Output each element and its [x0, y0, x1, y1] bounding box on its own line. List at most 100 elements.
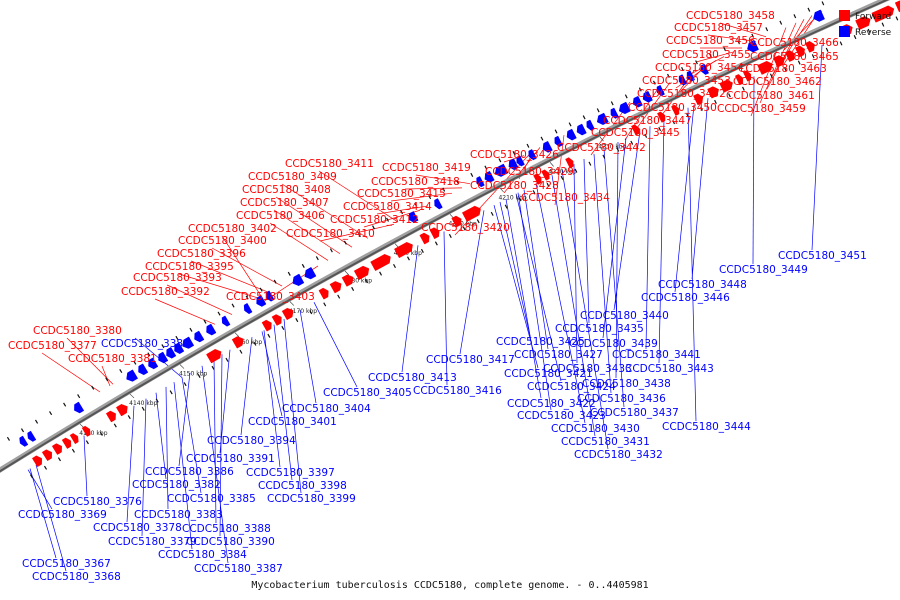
reverse-gene [484, 170, 495, 183]
minor-tick [169, 390, 173, 395]
leader-line [154, 298, 216, 325]
leader-line [376, 205, 429, 215]
leader-line [811, 44, 823, 251]
reverse-gene [243, 302, 253, 315]
gene-label: CCDC5180_3377 [8, 340, 97, 352]
minor-tick [765, 27, 769, 32]
forward-gene [231, 336, 244, 349]
gene-label: CCDC5180_3432 [574, 449, 663, 461]
minor-tick [666, 73, 670, 78]
reverse-gene [158, 351, 169, 364]
minor-tick [462, 226, 466, 231]
leader-line [273, 324, 293, 481]
gene-label: CCDC5180_3378 [93, 522, 182, 534]
minor-tick [414, 202, 418, 207]
leader-line [240, 337, 253, 436]
gene-label: CCDC5180_3437 [590, 407, 679, 419]
leader-line [517, 192, 552, 411]
gene-label: CCDC5180_3415 [357, 188, 446, 200]
minor-tick [77, 394, 81, 399]
leader-line [299, 309, 317, 404]
leader-line [29, 468, 57, 559]
reverse-gene [304, 266, 317, 280]
gene-label: CCDC5180_3421 [504, 368, 593, 380]
forward-gene [115, 404, 128, 417]
gene-label: CCDC5180_3400 [178, 235, 267, 247]
reverse-gene [642, 90, 653, 103]
gene-label: CCDC5180_3392 [121, 286, 210, 298]
gene-label: CCDC5180_3418 [371, 176, 460, 188]
reverse-gene [747, 40, 759, 53]
minor-tick [821, 1, 825, 6]
gene-label: CCDC5180_3450 [628, 102, 717, 114]
scale-tick-mark [344, 270, 350, 276]
leader-line [615, 142, 619, 379]
forward-gene [671, 104, 680, 116]
reverse-gene [27, 430, 37, 442]
scale-tick-mark [499, 187, 504, 193]
leader-line [535, 183, 586, 424]
gene-label: CCDC5180_3382 [132, 479, 221, 491]
reverse-gene [508, 158, 519, 171]
minor-tick [476, 219, 480, 224]
leader-line [66, 337, 114, 385]
minor-tick [624, 94, 628, 99]
minor-tick [737, 40, 741, 45]
gene-label: CCDC5180_3448 [658, 279, 747, 291]
minor-tick [287, 271, 291, 276]
gene-label: CCDC5180_3412 [330, 214, 419, 226]
leader-line [691, 98, 709, 280]
scale-tick-label: 4180 kbp [344, 277, 372, 284]
genome-backbone [0, 0, 891, 473]
minor-tick [323, 302, 327, 307]
reverse-gene [813, 9, 825, 22]
gene-label: CCDC5180_3442 [557, 142, 646, 154]
reverse-gene [516, 155, 525, 167]
gene-label: CCDC5180_3455 [662, 49, 751, 61]
leader-line [263, 330, 281, 468]
minor-tick [133, 360, 137, 365]
reverse-gene [476, 176, 485, 188]
minor-tick [700, 106, 703, 111]
minor-tick [686, 113, 690, 118]
reverse-gene [19, 435, 29, 447]
reverse-gene [700, 63, 710, 75]
gene-label: CCDC5180_3390 [186, 536, 275, 548]
reverse-gene [434, 198, 443, 210]
reverse-gene [265, 290, 275, 302]
forward-gene [657, 111, 666, 123]
gene-label: CCDC5180_3385 [167, 493, 256, 505]
reverse-gene [528, 149, 537, 161]
leader-line [166, 284, 233, 315]
minor-tick [197, 373, 201, 379]
gene-label: CCDC5180_3463 [738, 63, 827, 75]
minor-tick [211, 365, 215, 370]
reverse-gene [256, 295, 267, 307]
legend-reverse-label: Reverse [855, 28, 892, 38]
forward-gene [31, 455, 42, 468]
gene-label: CCDC5180_3391 [186, 453, 275, 465]
minor-tick [343, 240, 347, 245]
scale-tick-label: 4200 kbp [449, 221, 477, 228]
minor-tick [428, 195, 432, 200]
leader-line [318, 170, 399, 223]
minor-tick [512, 150, 516, 156]
minor-tick [337, 294, 341, 299]
gene-label: CCDC5180_3441 [612, 349, 701, 361]
gene-label: CCDC5180_3451 [778, 250, 867, 262]
minor-tick [29, 474, 34, 479]
leader-line [190, 260, 271, 294]
gene-label: CCDC5180_3381 [68, 353, 157, 365]
scale-tick-label: 4160 kbp [234, 339, 262, 346]
gene-label: CCDC5180_3393 [133, 272, 222, 284]
gene-label: CCDC5180_3384 [158, 549, 247, 561]
minor-tick [217, 311, 221, 316]
minor-tick [301, 263, 305, 269]
forward-gene [734, 74, 744, 86]
forward-gene [69, 433, 79, 445]
leader-line [443, 231, 448, 386]
forward-gene [341, 274, 354, 287]
leader-line [459, 210, 485, 355]
minor-tick [779, 20, 783, 25]
gene-label: CCDC5180_3397 [246, 467, 335, 479]
